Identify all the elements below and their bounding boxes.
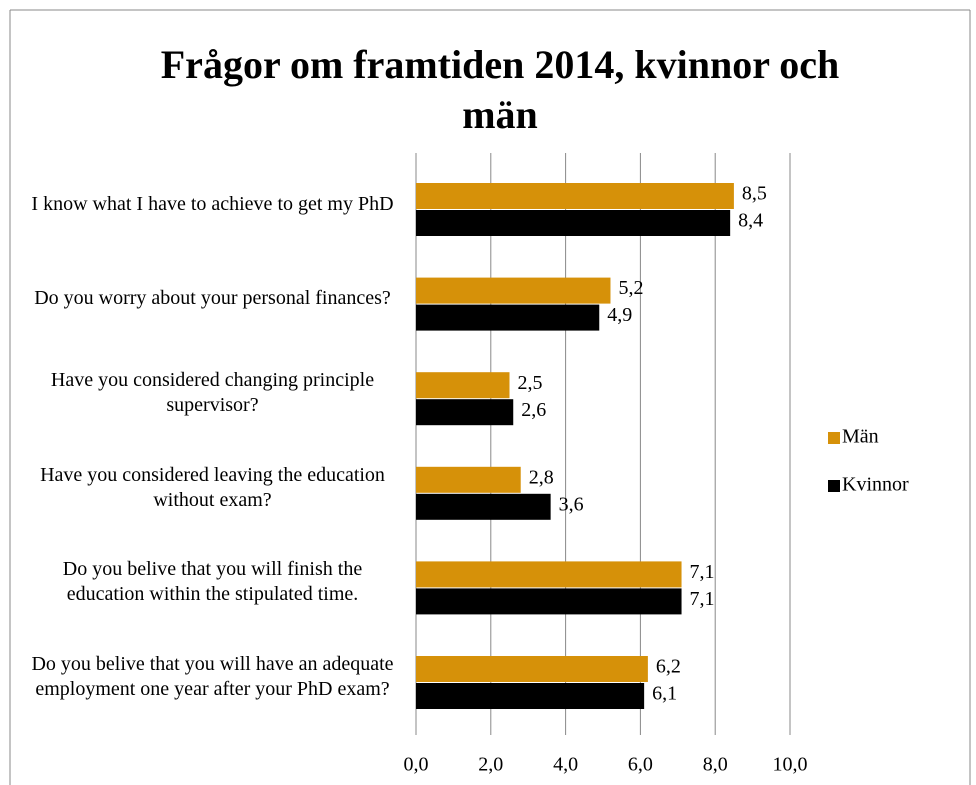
category-label: Have you considered changing principle s… [50, 369, 375, 417]
legend-swatch [828, 480, 840, 492]
x-tick-label: 2,0 [478, 754, 503, 776]
category-label: Do you belive that you will finish the e… [62, 558, 363, 606]
bar [416, 183, 734, 209]
bar [416, 588, 682, 615]
legend-label: Män [842, 426, 879, 448]
bar [416, 466, 521, 493]
category-label: Do you worry about your personal finance… [34, 287, 391, 310]
bar [416, 399, 514, 426]
value-label: 2,5 [518, 372, 543, 394]
value-label: 8,4 [738, 210, 763, 232]
category-label: Do you belive that you will have an adeq… [31, 653, 394, 700]
x-tick-label: 0,0 [404, 754, 429, 776]
value-label: 6,2 [656, 656, 681, 678]
bar [416, 304, 600, 331]
legend-swatch [828, 432, 840, 444]
chart-title: Frågor om framtiden 2014, kvinnor och mä… [160, 42, 840, 137]
x-tick-label: 8,0 [703, 754, 728, 776]
value-label: 8,5 [742, 183, 767, 205]
bar [416, 372, 510, 399]
bar [416, 656, 648, 682]
x-tick-label: 4,0 [553, 754, 578, 776]
x-tick-label: 10,0 [773, 754, 808, 776]
value-label: 7,1 [690, 561, 715, 583]
value-label: 4,9 [607, 304, 632, 326]
category-label: Have you considered leaving the educatio… [40, 463, 385, 511]
x-tick-label: 6,0 [628, 754, 653, 776]
value-label: 5,2 [618, 277, 643, 299]
value-label: 2,8 [529, 466, 554, 488]
bar [416, 683, 645, 709]
bar [416, 561, 682, 588]
value-label: 3,6 [559, 493, 584, 515]
bar [416, 493, 551, 520]
value-label: 2,6 [521, 399, 546, 421]
bar [416, 277, 611, 304]
value-label: 6,1 [652, 683, 677, 705]
legend-label: Kvinnor [842, 474, 909, 496]
value-label: 7,1 [690, 588, 715, 610]
category-label: I know what I have to achieve to get my … [31, 192, 394, 215]
bar [416, 210, 731, 236]
